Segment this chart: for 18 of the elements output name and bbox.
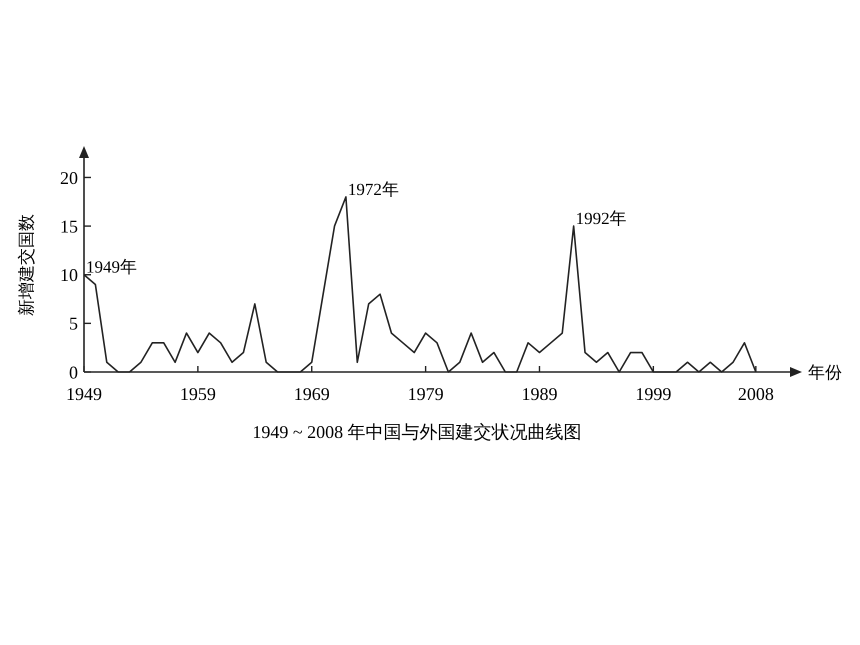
- y-tick-label: 10: [60, 265, 78, 286]
- x-axis-title: 年份: [808, 363, 842, 382]
- y-tick-label: 15: [60, 216, 78, 236]
- y-tick-label: 5: [69, 314, 78, 334]
- x-tick-label: 1999: [635, 384, 672, 404]
- annotation: 1972年: [348, 180, 399, 199]
- x-tick-label: 2008: [738, 384, 774, 404]
- annotation: 1949年: [86, 258, 137, 277]
- x-tick-label: 1979: [408, 384, 444, 404]
- x-tick-label: 1989: [521, 384, 558, 404]
- y-tick-label: 0: [69, 362, 78, 382]
- x-tick-label: 1969: [294, 384, 330, 404]
- annotation: 1992年: [576, 209, 627, 228]
- y-axis-title: 新增建交国数: [17, 214, 36, 316]
- y-tick-label: 20: [60, 168, 78, 188]
- x-tick-label: 1959: [180, 384, 216, 404]
- x-tick-label: 1949: [66, 384, 102, 404]
- text: 1949 ~ 2008 年中国与外国建交状况曲线图: [252, 422, 582, 442]
